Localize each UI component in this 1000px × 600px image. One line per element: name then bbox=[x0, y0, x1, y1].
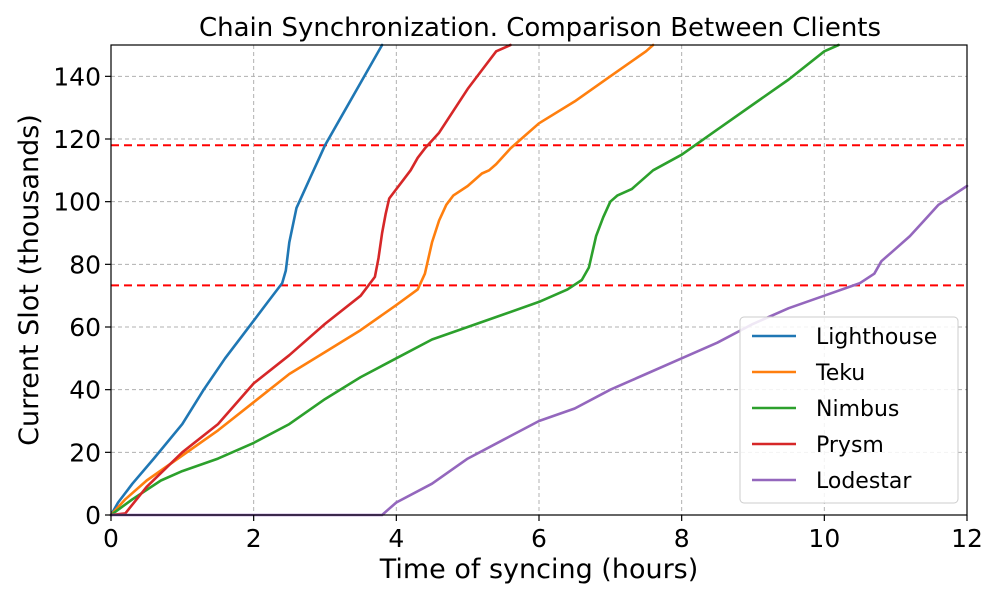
x-axis-label: Time of syncing (hours) bbox=[379, 554, 699, 585]
legend-label-prysm: Prysm bbox=[816, 433, 884, 458]
y-tick-label: 40 bbox=[69, 376, 101, 405]
x-tick-label: 12 bbox=[951, 524, 983, 553]
series-lines bbox=[109, 43, 969, 517]
x-tick-label: 0 bbox=[103, 524, 119, 553]
series-line-lodestar bbox=[109, 184, 969, 517]
legend: Lighthouse Teku Nimbus Prysm Lodestar bbox=[739, 316, 959, 504]
legend-label-nimbus: Nimbus bbox=[816, 397, 899, 422]
x-tick-label: 4 bbox=[388, 524, 404, 553]
series-line-nimbus bbox=[109, 43, 840, 517]
x-tick-label: 2 bbox=[246, 524, 262, 553]
grid-lines bbox=[111, 45, 967, 515]
y-tick-label: 20 bbox=[69, 438, 101, 467]
y-tick-label: 100 bbox=[53, 188, 101, 217]
y-tick-label: 60 bbox=[69, 313, 101, 342]
series-line-lighthouse bbox=[109, 43, 384, 517]
legend-label-teku: Teku bbox=[815, 361, 865, 386]
y-tick-label: 120 bbox=[53, 125, 101, 154]
legend-label-lighthouse: Lighthouse bbox=[816, 325, 937, 350]
y-tick-label: 80 bbox=[69, 250, 101, 279]
x-tick-label: 6 bbox=[531, 524, 547, 553]
legend-label-lodestar: Lodestar bbox=[816, 469, 912, 494]
chart-title: Chain Synchronization. Comparison Betwee… bbox=[199, 13, 881, 43]
series-line-prysm bbox=[109, 43, 512, 517]
x-tick-label: 10 bbox=[808, 524, 840, 553]
y-tick-label: 140 bbox=[53, 62, 101, 91]
series-line-teku bbox=[109, 43, 655, 517]
legend-box bbox=[739, 316, 959, 504]
y-axis-label: Current Slot (thousands) bbox=[14, 114, 45, 446]
y-tick-label: 0 bbox=[85, 501, 101, 530]
x-tick-label: 8 bbox=[674, 524, 690, 553]
